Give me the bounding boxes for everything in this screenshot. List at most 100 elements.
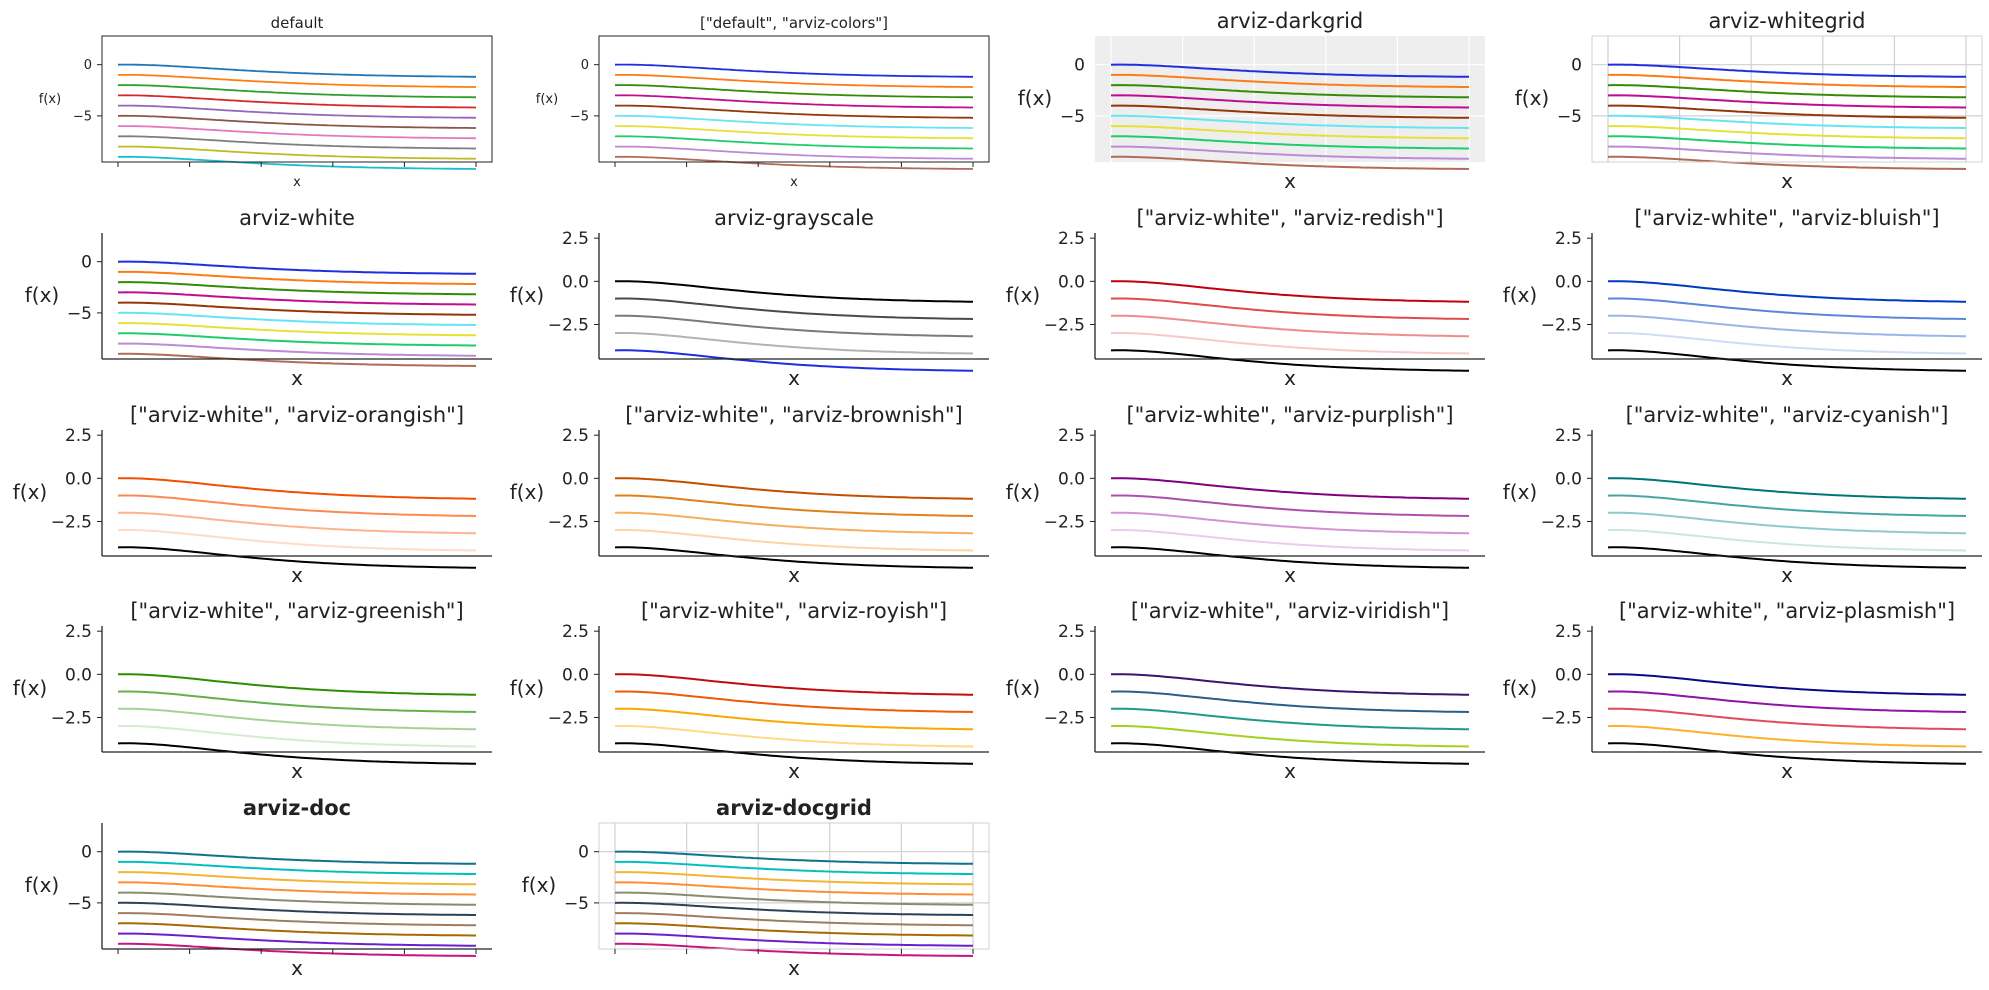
- series-line-4: [614, 332, 974, 355]
- y-tick-label: −2.5: [51, 512, 92, 532]
- series-line-4: [1110, 332, 1470, 355]
- x-axis-label: x: [788, 366, 800, 390]
- axes-frame: [598, 822, 990, 950]
- series-line-3: [118, 511, 476, 535]
- series-line-2: [1608, 73, 1966, 88]
- y-axis-label: f(x): [1503, 676, 1537, 700]
- series-line-3: [1608, 314, 1966, 338]
- series-line-1: [1110, 673, 1469, 696]
- subplot-2: 0 −5 ["default", "arviz-colors"] x f(x): [536, 14, 990, 190]
- y-tick-label: 2.5: [1058, 426, 1085, 446]
- y-tick-label: −5: [570, 109, 589, 124]
- series-line-1: [1607, 477, 1966, 500]
- axes-frame: [101, 35, 493, 163]
- series-line-1: [614, 673, 973, 696]
- y-axis-label: f(x): [522, 873, 556, 897]
- series-line-4: [1111, 94, 1469, 109]
- subplot-14: 2.5 0.0 −2.5 ["arviz-white", "arviz-royish"…: [510, 599, 989, 783]
- subplot-5: 0 −5 arviz-white x f(x): [25, 206, 492, 390]
- series-line-10: [614, 942, 974, 957]
- y-tick-label: 0: [581, 58, 589, 73]
- y-tick-label: 0.0: [1555, 665, 1582, 685]
- y-tick-label: 2.5: [562, 426, 589, 446]
- series-line-9: [615, 145, 973, 160]
- x-axis-label: x: [1781, 169, 1793, 193]
- y-tick-label: 2.5: [65, 426, 92, 446]
- series-line-4: [118, 881, 476, 896]
- series-line-10: [117, 155, 477, 170]
- chart-title: ["arviz-white", "arviz-cyanish"]: [1626, 403, 1949, 427]
- chart-title: arviz-grayscale: [714, 206, 874, 230]
- x-axis-label: x: [1284, 366, 1296, 390]
- y-axis-label: f(x): [1503, 480, 1537, 504]
- subplot-4: 0 −5 arviz-whitegrid x f(x): [1515, 9, 1983, 193]
- x-axis-label: x: [1781, 366, 1793, 390]
- series-line-5: [1607, 104, 1967, 119]
- y-tick-label: −5: [67, 894, 92, 914]
- y-axis-label: f(x): [25, 283, 59, 307]
- series-line-1: [117, 477, 476, 500]
- subplot-13: 2.5 0.0 −2.5 ["arviz-white", "arviz-greenis…: [13, 599, 492, 783]
- series-line-2: [1110, 494, 1470, 517]
- series-line-7: [1608, 125, 1967, 140]
- series-line-3: [118, 707, 476, 731]
- y-tick-label: −5: [564, 894, 589, 914]
- series-line-4: [1607, 529, 1967, 552]
- series-line-5: [117, 301, 477, 316]
- subplot-3: 0 −5 arviz-darkgrid x f(x): [1018, 9, 1485, 193]
- series-line-3: [1111, 511, 1469, 535]
- subplot-18: 0 −5 arviz-docgrid x f(x): [522, 796, 990, 980]
- series-line-6: [117, 311, 476, 326]
- chart-title: arviz-white: [239, 206, 355, 230]
- x-axis-label: x: [1781, 563, 1793, 587]
- series-line-5: [614, 891, 974, 906]
- y-axis-label: f(x): [1018, 86, 1052, 110]
- series-line-2: [614, 494, 974, 517]
- series-line-4: [614, 529, 974, 552]
- series-line-4: [1110, 529, 1470, 552]
- y-tick-label: 0: [81, 253, 92, 273]
- x-axis-label: x: [1284, 169, 1296, 193]
- chart-title: ["arviz-white", "arviz-royish"]: [641, 599, 947, 623]
- series-line-6: [614, 901, 973, 916]
- series-line-3: [615, 707, 973, 731]
- chart-title: ["arviz-white", "arviz-orangish"]: [130, 403, 464, 427]
- series-line-9: [615, 932, 973, 947]
- subplot-6: 2.5 0.0 −2.5 arviz-grayscale x f(x): [510, 206, 989, 390]
- subplot-8: 2.5 0.0 −2.5 ["arviz-white", "arviz-bluish"…: [1503, 206, 1982, 390]
- series-line-3: [615, 511, 973, 535]
- series-line-1: [1607, 673, 1966, 696]
- series-line-8: [614, 922, 973, 937]
- series-line-8: [117, 922, 476, 937]
- chart-title: ["default", "arviz-colors"]: [700, 14, 888, 32]
- series-line-4: [615, 881, 973, 896]
- series-line-7: [118, 125, 477, 140]
- y-axis-label: f(x): [39, 92, 61, 107]
- y-tick-label: 0: [1571, 56, 1582, 76]
- series-line-7: [118, 912, 477, 927]
- series-line-8: [117, 332, 476, 347]
- series-line-3: [1111, 314, 1469, 338]
- chart-title: ["arviz-white", "arviz-purplish"]: [1126, 403, 1453, 427]
- y-tick-label: −2.5: [1541, 315, 1582, 335]
- series-line-4: [117, 529, 477, 552]
- series-line-3: [614, 84, 974, 99]
- series-line-4: [615, 94, 973, 109]
- y-axis-label: f(x): [25, 873, 59, 897]
- y-tick-label: −5: [1557, 107, 1582, 127]
- series-line-4: [1607, 725, 1967, 748]
- series-line-5: [614, 742, 974, 765]
- y-tick-label: 0.0: [1058, 469, 1085, 489]
- chart-title: arviz-darkgrid: [1217, 9, 1364, 33]
- subplot-1: 0 −5 default x f(x): [39, 14, 493, 190]
- series-line-1: [1110, 477, 1469, 500]
- subplot-15: 2.5 0.0 −2.5 ["arviz-white", "arviz-viridis…: [1006, 599, 1485, 783]
- subplot-7: 2.5 0.0 −2.5 ["arviz-white", "arviz-redish"…: [1006, 206, 1485, 390]
- x-axis-label: x: [291, 759, 303, 783]
- chart-title: ["arviz-white", "arviz-bluish"]: [1634, 206, 1939, 230]
- series-line-9: [1111, 145, 1469, 160]
- series-line-4: [614, 725, 974, 748]
- y-tick-label: −2.5: [51, 708, 92, 728]
- subplot-11: 2.5 0.0 −2.5 ["arviz-white", "arviz-purplis…: [1006, 403, 1485, 587]
- y-tick-label: 0: [84, 58, 92, 73]
